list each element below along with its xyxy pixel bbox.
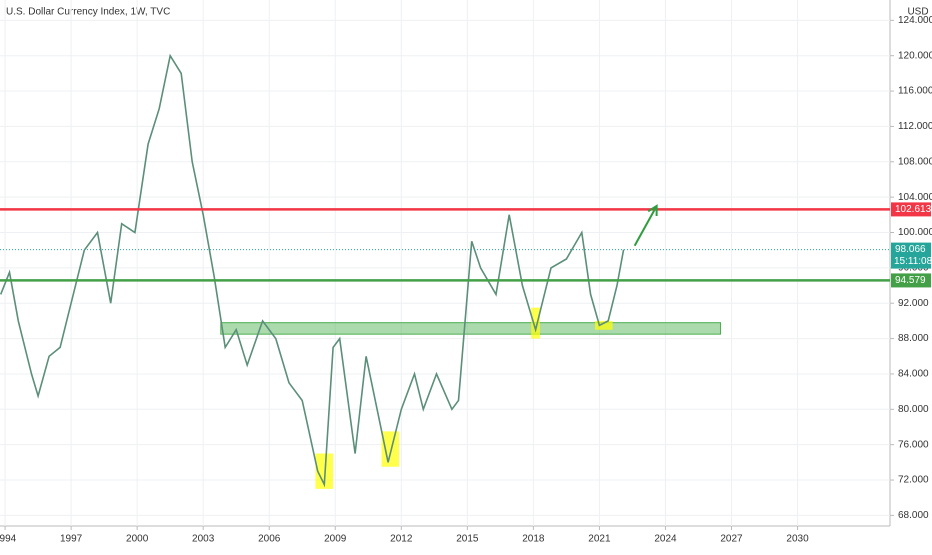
y-tick-label: 88.000: [898, 333, 929, 344]
x-tick-label: 2009: [324, 534, 347, 545]
level-label-box: [891, 273, 931, 288]
y-tick-label: 80.000: [898, 404, 929, 415]
y-tick-label: 120.000: [898, 50, 932, 61]
y-tick-label: 84.000: [898, 369, 929, 380]
chart-title: U.S. Dollar Currency Index, 1W, TVC: [6, 7, 170, 18]
countdown: 15:11:08: [894, 256, 932, 267]
arrow-head: [647, 204, 658, 217]
y-tick-label: 112.000: [898, 121, 932, 132]
x-tick-label: 2006: [258, 534, 281, 545]
highlight: [595, 320, 613, 330]
support-zone: [220, 322, 721, 335]
y-tick-label: 100.000: [898, 227, 932, 238]
highlight: [531, 307, 540, 339]
arrow: [633, 205, 658, 247]
y-tick-label: 124.000: [898, 15, 932, 26]
y-tick-label: 116.000: [898, 86, 932, 97]
x-tick-label: 2030: [786, 534, 809, 545]
y-tick-label: 108.000: [898, 156, 932, 167]
level-label: 102.613: [895, 204, 932, 215]
x-tick-label: 2027: [720, 534, 743, 545]
y-tick-label: 72.000: [898, 475, 929, 486]
level-label: 94.579: [895, 275, 926, 286]
highlight: [315, 453, 334, 489]
x-tick-label: 2000: [126, 534, 149, 545]
last-price: 98.066: [895, 244, 926, 255]
x-tick-label: 1997: [60, 534, 83, 545]
last-price-box: [891, 242, 931, 269]
level-label-box: [891, 202, 931, 217]
x-tick-label: 2003: [192, 534, 215, 545]
x-tick-label: 2015: [456, 534, 479, 545]
x-tick-label: 2021: [588, 534, 611, 545]
x-tick-label: 1994: [0, 534, 17, 545]
highlight: [381, 431, 400, 467]
x-tick-label: 2018: [522, 534, 545, 545]
y-tick-label: 68.000: [898, 510, 929, 521]
x-tick-label: 2012: [390, 534, 413, 545]
currency: USD: [907, 7, 928, 18]
y-tick-label: 104.000: [898, 192, 932, 203]
y-tick-label: 92.000: [898, 298, 929, 309]
x-tick-label: 2024: [654, 534, 677, 545]
y-tick-label: 76.000: [898, 439, 929, 450]
price-line: [0, 53, 625, 488]
